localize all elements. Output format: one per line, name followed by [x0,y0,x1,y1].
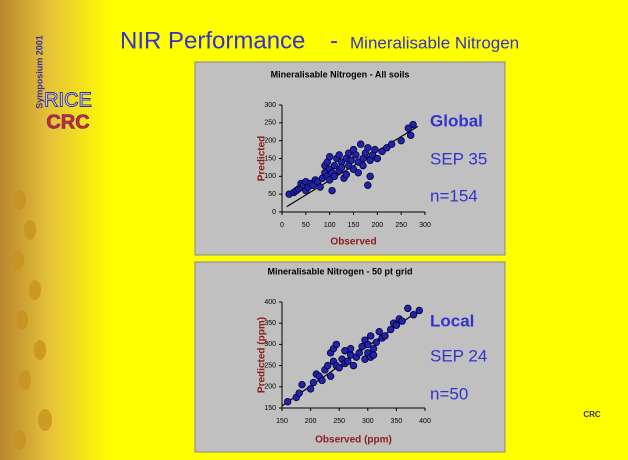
point [353,152,360,159]
point [416,307,423,314]
point [336,364,343,371]
point [344,358,351,365]
x-tick-label: 0 [280,222,284,229]
corner-logo: CRC [583,410,601,419]
point [319,377,326,384]
x-tick-label: 250 [395,222,407,229]
annotation: n=154 [430,186,478,205]
y-tick-label: 400 [264,299,276,306]
point [336,152,343,159]
point [356,350,363,357]
point [331,173,338,180]
point [407,132,414,139]
y-tick-label: 150 [264,405,276,412]
point [348,157,355,164]
point [331,162,338,169]
point [310,379,317,386]
point [387,326,394,333]
point [317,184,324,191]
page: {"slide": {"title": "NIR Performance", "… [0,0,628,460]
x-tick-label: 350 [391,418,403,425]
point [357,141,364,148]
point [347,345,354,352]
point [399,318,406,325]
point [370,352,377,359]
x-tick-label: 300 [362,418,374,425]
x-tick-label: 250 [333,418,345,425]
point [370,345,377,352]
x-tick-label: 200 [305,418,317,425]
point [367,173,374,180]
annotation: n=50 [430,384,468,403]
x-tick-label: 300 [419,222,431,229]
annotation: Global [430,111,483,130]
point [410,311,417,318]
point [388,141,395,148]
point [360,162,367,169]
x-axis-title: Observed (ppm) [315,435,392,446]
annotation: Local [430,311,474,330]
logo-name-top: RICE [44,89,92,111]
point [365,182,372,189]
chart-title: Mineralisable Nitrogen - 50 pt grid [267,266,412,276]
point [338,164,345,171]
point [327,373,334,380]
y-tick-label: 250 [264,120,276,127]
point [343,171,350,178]
point [299,381,306,388]
y-tick-label: 50 [268,191,276,198]
rice-strip [0,0,110,460]
point [284,398,291,405]
point [350,362,357,369]
y-tick-label: 300 [264,102,276,109]
x-axis-title: Observed [330,237,376,248]
point [365,145,372,152]
x-tick-label: 200 [371,222,383,229]
point [324,362,331,369]
point [374,155,381,162]
point [382,333,389,340]
x-tick-label: 150 [276,418,288,425]
point [373,339,380,346]
slide-subtitle: Mineralisable Nitrogen [350,33,519,52]
point [398,137,405,144]
slide: Symposium 2001 RICE CRC NIR Performance … [0,0,628,460]
y-axis-title: Predicted (ppm) [257,317,268,393]
chart: Mineralisable Nitrogen - All soils 0 50 100… [195,62,505,255]
annotation: SEP 24 [430,346,487,365]
point [405,125,412,132]
point [365,341,372,348]
point [367,333,374,340]
x-tick-label: 100 [324,222,336,229]
annotation: SEP 35 [430,149,487,168]
y-axis-title: Predicted [257,136,268,182]
chart: Mineralisable Nitrogen - 50 pt grid 150 20… [195,262,505,452]
logo-name-bottom: CRC [46,111,89,133]
slide-title: NIR Performance [120,27,305,54]
logo-event: Symposium 2001 [34,35,44,109]
point [296,390,303,397]
x-tick-label: 150 [348,222,360,229]
title-separator: - [330,27,338,54]
y-tick-label: 0 [272,209,276,216]
x-tick-label: 400 [419,418,431,425]
point [326,153,333,160]
x-tick-label: 50 [302,222,310,229]
point [329,187,336,194]
point [376,328,383,335]
point [372,146,379,153]
point [307,386,314,393]
point [393,322,400,329]
point [405,305,412,312]
point [355,169,362,176]
chart-title: Mineralisable Nitrogen - All soils [271,69,410,79]
point [333,341,340,348]
